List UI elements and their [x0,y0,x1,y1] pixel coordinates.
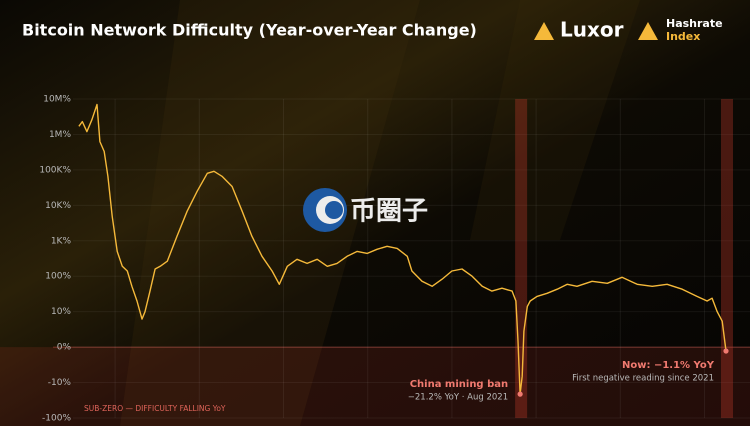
y-tick-label: 10M% [43,95,71,105]
background-streak [470,0,640,240]
y-tick-label: 100% [45,272,71,282]
annotation-text: First negative reading since 2021 [572,374,714,384]
y-tick-label: 0% [57,343,72,353]
y-tick-label: -100% [42,414,71,424]
plot: SUB-ZERO — DIFFICULTY FALLING YoY -100% -1… [0,95,750,426]
annotation-title: Now: −1.1% YoY [622,360,715,371]
y-tick-label: 1K% [51,236,72,246]
zone-label: SUB-ZERO — DIFFICULTY FALLING YoY [84,404,226,413]
annotation-point [517,391,523,397]
brand-icon [534,22,554,40]
watermark-text: 币圈子 [350,197,428,227]
y-tick-label: 10K% [45,201,71,211]
negative-zone [0,347,750,426]
chart-title: Bitcoin Network Difficulty (Year-over-Ye… [22,21,477,40]
annotation-title: China mining ban [410,379,508,390]
annotation-text: −21.2% YoY · Aug 2021 [408,393,508,403]
highlight-band [721,99,734,418]
background-streak [120,0,420,426]
y-tick-label: 1M% [49,130,71,140]
brand: Luxor [560,18,624,42]
brand: Hashrate [666,17,723,30]
watermark: 币圈子 [303,188,428,232]
series-line [78,103,727,395]
highlight-band [515,99,528,418]
annotation-point [723,348,729,354]
brand-icon [638,22,658,40]
watermark-icon [325,201,343,219]
y-tick-label: 100K% [39,165,71,175]
brand: Index [666,30,700,43]
y-tick-label: 10% [51,307,71,317]
y-tick-label: -10% [48,378,72,388]
